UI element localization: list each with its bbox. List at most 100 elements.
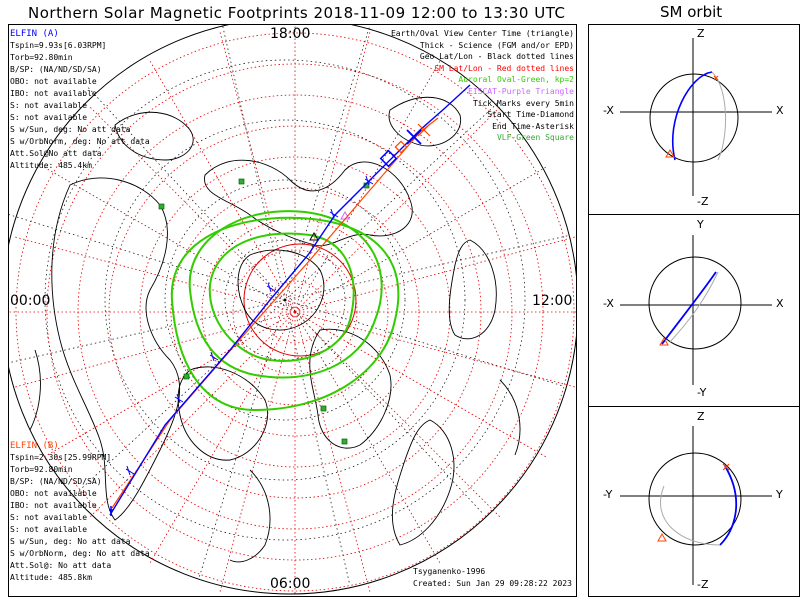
radial-line — [294, 311, 547, 458]
vlf-square — [320, 405, 327, 412]
radial-line — [14, 311, 296, 388]
info-line: Att.Sol@No att data — [10, 149, 102, 158]
radial-line — [9, 214, 286, 301]
radial-line — [294, 166, 547, 313]
radial-line — [294, 31, 371, 313]
info-line: IBO: not available — [10, 89, 97, 98]
legend-entry: SM Lat/Lon - Red dotted lines — [434, 63, 574, 73]
info-line: S w/Sun, deg: No att data — [10, 537, 131, 546]
radial-line — [294, 236, 576, 313]
info-line: Altitude: 485.8km — [10, 573, 92, 582]
info-line: S: not available — [10, 525, 88, 534]
sm-2-top: Y — [697, 218, 704, 231]
radial-line — [219, 311, 296, 593]
map-frame — [8, 24, 577, 597]
radial-line — [43, 166, 296, 313]
sm-3-bottom: -Z — [697, 578, 709, 591]
sm-panel-2 — [620, 235, 772, 385]
radial-line — [284, 102, 498, 301]
radial-line — [149, 60, 296, 313]
start-marker — [109, 506, 113, 516]
vlf-squares — [158, 178, 370, 445]
info-line: Tspin=2.30s[25.99RPM] — [10, 453, 112, 462]
info-line: S w/OrbNorm, deg: No att data — [10, 137, 150, 146]
legend-entry: EISCAT-Purple Triangle — [468, 86, 574, 96]
info-line: OBO: not available — [10, 77, 97, 86]
sm-frame — [588, 24, 800, 597]
coastlines — [29, 96, 521, 563]
legend: Earth/Oval View Center Time (triangle) Th… — [391, 28, 574, 144]
time-label-right: 12:00 — [532, 293, 573, 309]
radial-line — [294, 311, 371, 593]
info-line: OBO: not available — [10, 489, 97, 498]
elfin-b-track — [111, 117, 439, 509]
info-line: Torb=92.80min — [10, 53, 73, 62]
legend-entry: Thick - Science (FGM and/or EPD) — [419, 40, 574, 50]
vlf-square — [341, 438, 348, 445]
elfin-b-name: ELFIN (B) — [10, 441, 59, 451]
track-ticks — [125, 175, 374, 476]
info-line: IBO: not available — [10, 501, 97, 510]
sm-orbit-title: SM orbit — [660, 3, 723, 21]
time-label-bottom: 06:00 — [270, 576, 311, 592]
vlf-square — [183, 373, 190, 380]
radial-line — [284, 235, 568, 301]
sm-2-right: X — [776, 297, 784, 310]
elfin-a-info: ELFIN (A) Tspin=9.93s[6.03RPM] Torb=92.80… — [10, 28, 150, 172]
elfin-b-info: ELFIN (B) Tspin=2.30s[25.99RPM] Torb=92.8… — [10, 440, 150, 584]
radial-line — [89, 106, 296, 313]
auroral-oval — [170, 210, 400, 412]
radial-line — [43, 311, 296, 458]
vlf-square — [238, 178, 245, 185]
legend-entry: Auroral Oval-Green, kp=2 — [458, 75, 574, 85]
info-line: Tspin=9.93s[6.03RPM] — [10, 41, 107, 50]
sm-panel-3 — [620, 426, 772, 585]
info-line: Altitude: 485.4km — [10, 161, 92, 170]
sm-1-bottom: -Z — [697, 195, 709, 208]
sm-1-right: X — [776, 104, 784, 117]
radial-line — [219, 31, 296, 313]
model-label: Tsyganenko-1996 — [413, 567, 486, 576]
end-asterisk — [406, 129, 422, 145]
radial-line — [284, 299, 483, 513]
footer: Tsyganenko-1996 Created: Sun Jan 29 09:2… — [413, 566, 572, 590]
info-line: B/SP: (NA/ND/SD/SA) — [10, 477, 102, 486]
radial-line — [149, 311, 296, 564]
page-title: Northern Solar Magnetic Footprints 2018-… — [28, 4, 566, 22]
radial-line — [294, 311, 501, 518]
legend-entry: Tick Marks every 5min — [472, 98, 574, 108]
legend-entry: End Time-Asterisk — [492, 121, 574, 131]
radial-line — [284, 299, 563, 387]
created-label: Created: Sun Jan 29 09:28:22 2023 — [413, 579, 572, 588]
elfin-a-track — [109, 84, 471, 516]
info-line: S: not available — [10, 101, 88, 110]
info-line: Torb=92.80min — [10, 465, 73, 474]
start-diamond-b — [394, 140, 408, 154]
legend-entry: Earth/Oval View Center Time (triangle) — [390, 29, 574, 38]
info-line: S w/Sun, deg: No att data — [10, 125, 131, 134]
sm-inner-circle — [243, 243, 357, 357]
sm-1-left: -X — [603, 104, 614, 117]
sm-3-top: Z — [697, 410, 705, 423]
sm-3-right: Y — [776, 488, 783, 501]
radial-line — [294, 106, 501, 313]
info-line: B/SP: (NA/ND/SD/SA) — [10, 65, 102, 74]
info-line: S: not available — [10, 113, 88, 122]
radial-line — [284, 299, 350, 583]
info-line: S w/OrbNorm, deg: No att data — [10, 549, 150, 558]
radial-line — [14, 236, 296, 313]
start-diamond — [379, 149, 398, 168]
radial-line — [9, 299, 286, 364]
radial-line — [222, 25, 286, 301]
radial-line — [89, 311, 296, 518]
radial-line — [284, 25, 371, 301]
time-label-left: 00:00 — [10, 293, 51, 309]
sm-panel-1 — [620, 38, 772, 196]
geo-latitude-circles — [44, 59, 526, 541]
time-label-top: 18:00 — [270, 26, 311, 42]
sm-1-top: Z — [697, 27, 705, 40]
legend-entry: Start Time-Diamond — [487, 110, 574, 120]
sm-2-bottom: -Y — [697, 386, 707, 399]
radial-line — [198, 299, 286, 578]
elfin-a-name: ELFIN (A) — [10, 29, 59, 39]
